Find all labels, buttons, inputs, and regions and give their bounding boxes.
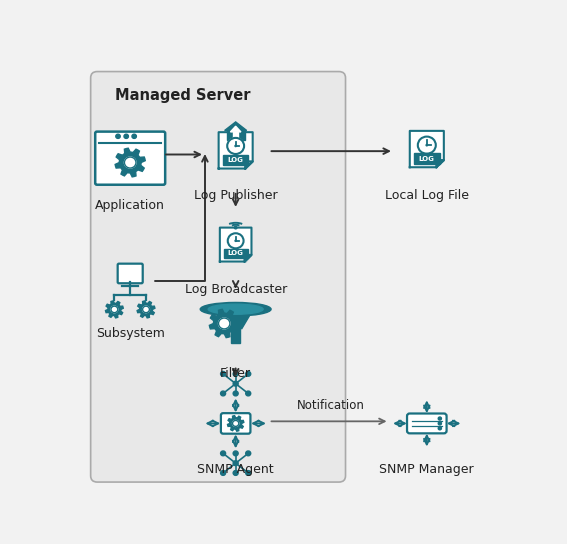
Ellipse shape xyxy=(200,302,271,316)
Circle shape xyxy=(218,318,230,329)
Circle shape xyxy=(227,138,244,154)
Circle shape xyxy=(426,145,428,146)
Text: LOG: LOG xyxy=(419,156,435,162)
Circle shape xyxy=(418,137,436,154)
Bar xyxy=(223,155,248,165)
Polygon shape xyxy=(233,132,238,139)
Polygon shape xyxy=(227,416,244,431)
Circle shape xyxy=(233,461,238,466)
Polygon shape xyxy=(105,301,123,318)
FancyBboxPatch shape xyxy=(91,72,345,482)
Circle shape xyxy=(228,233,244,248)
Circle shape xyxy=(132,134,137,138)
FancyBboxPatch shape xyxy=(118,264,143,283)
Polygon shape xyxy=(245,162,253,169)
Circle shape xyxy=(143,306,150,313)
Text: Filter: Filter xyxy=(220,367,251,380)
Polygon shape xyxy=(410,131,444,167)
Text: LOG: LOG xyxy=(228,157,244,163)
Text: SNMP Agent: SNMP Agent xyxy=(197,463,274,476)
Ellipse shape xyxy=(208,304,263,314)
FancyBboxPatch shape xyxy=(95,132,165,185)
Circle shape xyxy=(233,381,238,386)
Circle shape xyxy=(235,145,236,146)
Circle shape xyxy=(111,306,118,313)
Polygon shape xyxy=(137,301,155,318)
Polygon shape xyxy=(115,148,145,177)
FancyBboxPatch shape xyxy=(221,413,251,434)
Text: Log Broadcaster: Log Broadcaster xyxy=(184,283,287,296)
Circle shape xyxy=(233,391,238,396)
Polygon shape xyxy=(220,227,252,262)
Text: Notification: Notification xyxy=(297,399,365,412)
Circle shape xyxy=(438,422,442,425)
Polygon shape xyxy=(244,255,252,262)
Circle shape xyxy=(232,421,239,426)
Text: LOG: LOG xyxy=(228,250,244,256)
Text: Application: Application xyxy=(95,199,165,212)
Circle shape xyxy=(438,427,442,430)
Circle shape xyxy=(246,391,251,396)
FancyBboxPatch shape xyxy=(407,413,447,434)
Polygon shape xyxy=(230,126,241,132)
Circle shape xyxy=(438,417,442,420)
Circle shape xyxy=(246,471,251,475)
Polygon shape xyxy=(225,122,247,131)
Polygon shape xyxy=(231,329,240,343)
Polygon shape xyxy=(227,131,244,140)
Polygon shape xyxy=(218,309,253,329)
Polygon shape xyxy=(209,310,239,338)
Text: Subsystem: Subsystem xyxy=(96,327,164,340)
Circle shape xyxy=(221,391,226,396)
Bar xyxy=(224,249,248,258)
Text: Local Log File: Local Log File xyxy=(385,189,469,202)
Polygon shape xyxy=(437,160,444,167)
Circle shape xyxy=(233,451,238,456)
Circle shape xyxy=(221,471,226,475)
Polygon shape xyxy=(219,132,253,169)
Circle shape xyxy=(221,372,226,376)
Circle shape xyxy=(124,134,129,138)
Text: Log Publisher: Log Publisher xyxy=(194,189,277,202)
Text: Managed Server: Managed Server xyxy=(115,88,251,103)
Circle shape xyxy=(233,372,238,376)
Circle shape xyxy=(116,134,120,138)
Circle shape xyxy=(246,372,251,376)
Circle shape xyxy=(221,451,226,456)
Bar xyxy=(414,153,439,164)
Circle shape xyxy=(235,240,236,242)
Circle shape xyxy=(124,157,136,168)
Circle shape xyxy=(233,471,238,475)
Circle shape xyxy=(246,451,251,456)
Text: SNMP Manager: SNMP Manager xyxy=(379,463,474,476)
Circle shape xyxy=(234,226,237,229)
